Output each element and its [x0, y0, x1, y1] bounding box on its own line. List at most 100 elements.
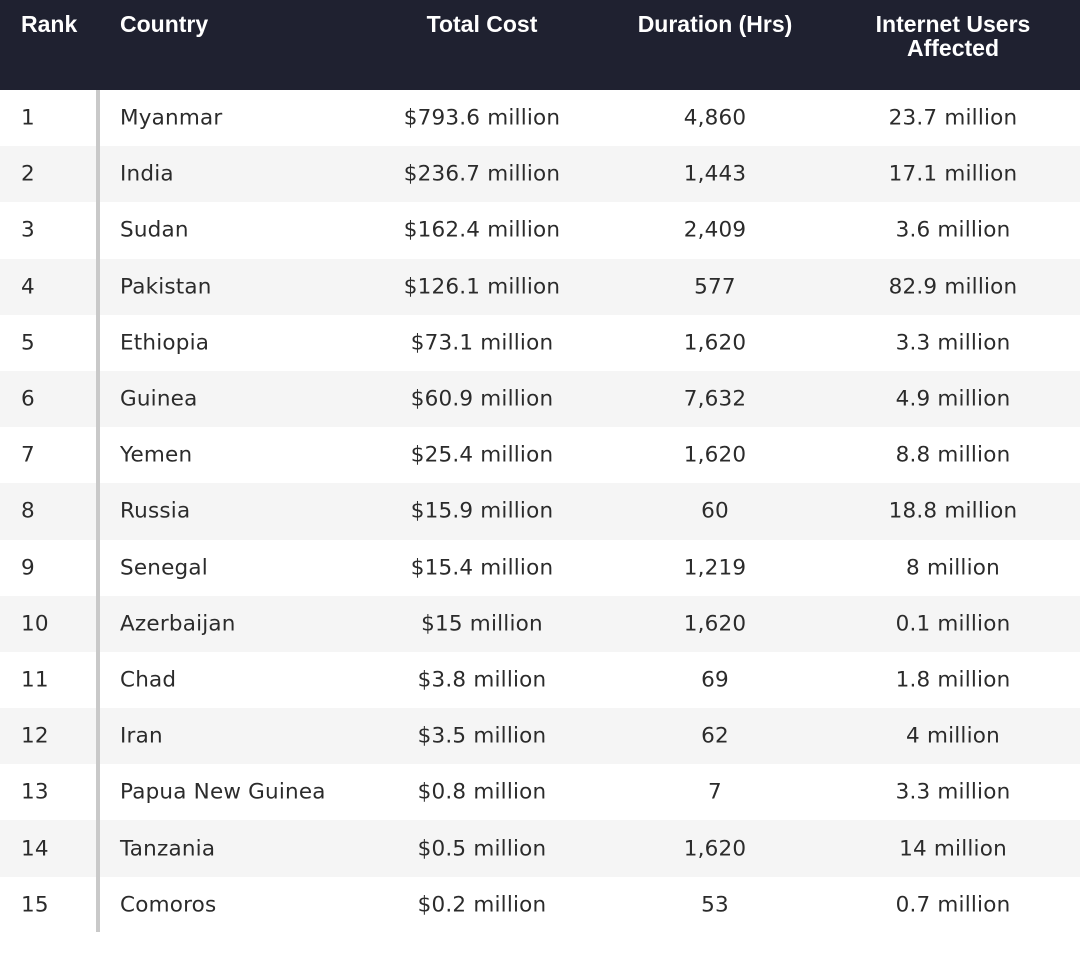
- country-cell: India: [120, 161, 174, 187]
- header-users-line2: Affected: [906, 35, 999, 61]
- table-row: 11 Chad $3.8 million 69 1.8 million: [0, 652, 1080, 708]
- rank-cell: 5: [21, 330, 35, 356]
- country-cell: Papua New Guinea: [120, 779, 326, 805]
- country-cell: Pakistan: [120, 274, 212, 300]
- duration-cell: 1,620: [683, 330, 747, 356]
- users-affected-cell: 0.1 million: [895, 611, 1011, 637]
- table-header: Rank Country Total Cost Duration (Hrs) I…: [0, 0, 1080, 90]
- header-users-line1: Internet Users: [875, 11, 1031, 37]
- total-cost-cell: $60.9 million: [410, 386, 554, 412]
- total-cost-cell: $73.1 million: [410, 330, 554, 356]
- duration-cell: 577: [694, 274, 736, 300]
- users-affected-cell: 3.3 million: [895, 330, 1011, 356]
- total-cost-cell: $3.8 million: [417, 667, 547, 693]
- country-cell: Senegal: [120, 555, 208, 581]
- country-cell: Sudan: [120, 217, 189, 243]
- duration-cell: 2,409: [683, 217, 747, 243]
- rank-cell: 11: [21, 667, 49, 693]
- duration-cell: 7: [708, 779, 722, 805]
- country-cell: Iran: [120, 723, 163, 749]
- total-cost-cell: $236.7 million: [403, 161, 561, 187]
- users-affected-cell: 8.8 million: [895, 442, 1011, 468]
- duration-cell: 62: [701, 723, 729, 749]
- total-cost-cell: $126.1 million: [403, 274, 561, 300]
- total-cost-cell: $25.4 million: [410, 442, 554, 468]
- header-total-cost: Total Cost: [426, 11, 538, 37]
- table-row: 13 Papua New Guinea $0.8 million 7 3.3 milli…: [0, 764, 1080, 820]
- duration-cell: 1,443: [683, 161, 747, 187]
- rank-cell: 9: [21, 555, 35, 581]
- rank-cell: 3: [21, 217, 35, 243]
- country-cell: Myanmar: [120, 105, 223, 131]
- table-row: 2 India $236.7 million 1,443 17.1 million: [0, 146, 1080, 203]
- duration-cell: 1,219: [683, 555, 747, 581]
- country-cell: Tanzania: [120, 836, 216, 862]
- country-cell: Azerbaijan: [120, 611, 236, 637]
- rank-cell: 10: [21, 611, 49, 637]
- rank-cell: 12: [21, 723, 49, 749]
- rank-cell: 6: [21, 386, 35, 412]
- users-affected-cell: 4.9 million: [895, 386, 1011, 412]
- rank-cell: 8: [21, 498, 35, 524]
- rank-cell: 7: [21, 442, 35, 468]
- country-cell: Yemen: [120, 442, 193, 468]
- duration-cell: 1,620: [683, 442, 747, 468]
- column-divider: [96, 90, 100, 932]
- users-affected-cell: 14 million: [899, 836, 1007, 862]
- table-row: 3 Sudan $162.4 million 2,409 3.6 million: [0, 202, 1080, 258]
- table-row: 15 Comoros $0.2 million 53 0.7 million: [0, 877, 1080, 933]
- country-cell: Chad: [120, 667, 177, 693]
- total-cost-cell: $15 million: [421, 611, 543, 637]
- header-users-affected: Internet Users Affected: [853, 12, 1053, 60]
- users-affected-cell: 18.8 million: [888, 498, 1018, 524]
- total-cost-cell: $15.9 million: [410, 498, 554, 524]
- country-cell: Russia: [120, 498, 191, 524]
- country-cell: Comoros: [120, 892, 217, 918]
- users-affected-cell: 3.6 million: [895, 217, 1011, 243]
- country-cell: Ethiopia: [120, 330, 210, 356]
- header-rank: Rank: [21, 11, 78, 37]
- total-cost-cell: $0.2 million: [417, 892, 547, 918]
- duration-cell: 1,620: [683, 611, 747, 637]
- users-affected-cell: 82.9 million: [888, 274, 1018, 300]
- total-cost-cell: $162.4 million: [403, 217, 561, 243]
- table-row: 12 Iran $3.5 million 62 4 million: [0, 708, 1080, 765]
- users-affected-cell: 17.1 million: [888, 161, 1018, 187]
- users-affected-cell: 0.7 million: [895, 892, 1011, 918]
- table-row: 5 Ethiopia $73.1 million 1,620 3.3 million: [0, 315, 1080, 371]
- duration-cell: 60: [701, 498, 729, 524]
- table-row: 10 Azerbaijan $15 million 1,620 0.1 million: [0, 595, 1080, 652]
- users-affected-cell: 4 million: [906, 723, 1000, 749]
- duration-cell: 53: [701, 892, 729, 918]
- table-body: 1 Myanmar $793.6 million 4,860 23.7 million 2…: [0, 90, 1080, 933]
- rank-cell: 1: [21, 105, 35, 131]
- header-country: Country: [120, 11, 209, 37]
- rank-cell: 4: [21, 274, 35, 300]
- table-row: 1 Myanmar $793.6 million 4,860 23.7 million: [0, 90, 1080, 146]
- table-row: 7 Yemen $25.4 million 1,620 8.8 million: [0, 427, 1080, 483]
- table-row: 6 Guinea $60.9 million 7,632 4.9 million: [0, 370, 1080, 428]
- rank-cell: 2: [21, 161, 35, 187]
- total-cost-cell: $793.6 million: [403, 105, 561, 131]
- table-row: 4 Pakistan $126.1 million 577 82.9 million: [0, 258, 1080, 315]
- rank-cell: 15: [21, 892, 49, 918]
- country-cell: Guinea: [120, 386, 198, 412]
- internet-shutdown-cost-table: Rank Country Total Cost Duration (Hrs) I…: [0, 0, 1080, 933]
- table-row: 8 Russia $15.9 million 60 18.8 million: [0, 483, 1080, 540]
- users-affected-cell: 23.7 million: [888, 105, 1018, 131]
- total-cost-cell: $3.5 million: [417, 723, 547, 749]
- rank-cell: 14: [21, 836, 49, 862]
- duration-cell: 1,620: [683, 836, 747, 862]
- total-cost-cell: $0.8 million: [417, 779, 547, 805]
- users-affected-cell: 3.3 million: [895, 779, 1011, 805]
- rank-cell: 13: [21, 779, 49, 805]
- duration-cell: 7,632: [683, 386, 747, 412]
- users-affected-cell: 1.8 million: [895, 667, 1011, 693]
- duration-cell: 4,860: [683, 105, 747, 131]
- total-cost-cell: $15.4 million: [410, 555, 554, 581]
- duration-cell: 69: [701, 667, 729, 693]
- table-row: 9 Senegal $15.4 million 1,219 8 million: [0, 540, 1080, 596]
- users-affected-cell: 8 million: [906, 555, 1000, 581]
- total-cost-cell: $0.5 million: [417, 836, 547, 862]
- table-row: 14 Tanzania $0.5 million 1,620 14 million: [0, 820, 1080, 877]
